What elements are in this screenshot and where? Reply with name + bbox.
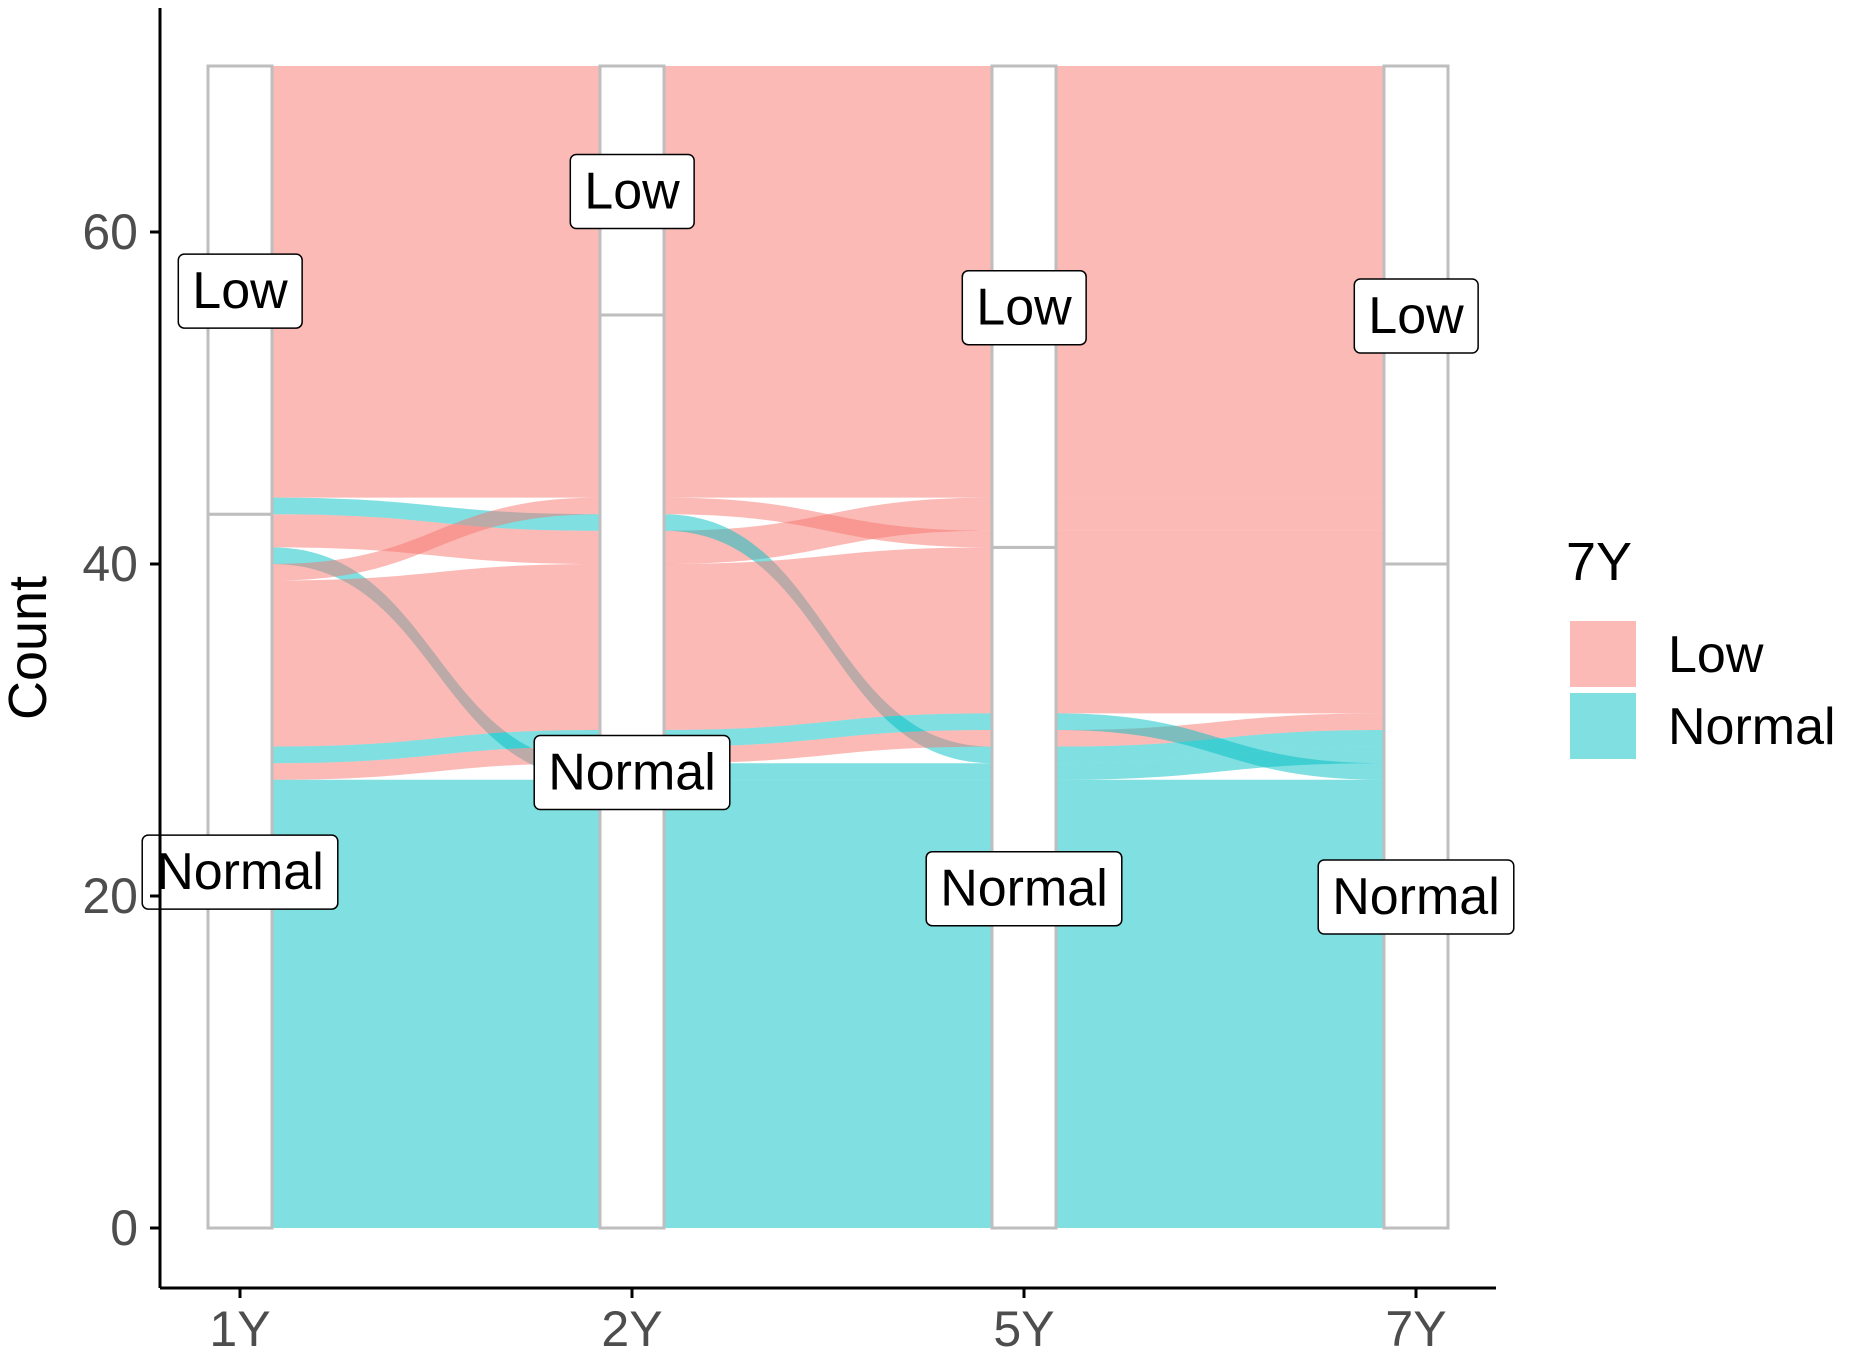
y-tick-label-20: 20: [82, 868, 138, 924]
x-tick-label-2y: 2Y: [601, 1301, 662, 1350]
stratum-label-text-5y-normal: Normal: [940, 860, 1108, 918]
legend-key-low: [1570, 621, 1636, 687]
stratum-label-box-2y-low: [569, 153, 695, 230]
flow-normal-normal-low-low-segment-2: [664, 547, 992, 730]
stratum-label-text-1y-normal: Normal: [156, 843, 324, 901]
x-tick-label-5y: 5Y: [993, 1301, 1054, 1350]
flow-normal-normal-low-low-segment-1: [272, 564, 600, 747]
stratum-label-box-2y-normal: [533, 734, 731, 811]
stratum-label-2y-low: Low: [569, 153, 695, 230]
flow-low-normal-low-low-segment-3: [1056, 497, 1384, 531]
stratum-label-box-5y-low: [961, 269, 1087, 346]
flow-normal-low-low-low-segment-1: [272, 497, 600, 581]
stratum-label-7y-normal: Normal: [1317, 859, 1515, 935]
stratum-label-text-2y-low: Low: [584, 163, 680, 221]
axes-layer: [158, 8, 1496, 1290]
legend: 7Y Low Normal: [1566, 532, 1836, 759]
flow-normal-normal-low-normal-segment-1: [272, 730, 600, 764]
y-tick-label-0: 0: [110, 1200, 138, 1256]
legend-key-normal: [1570, 693, 1636, 759]
stratum-label-text-2y-normal: Normal: [548, 744, 716, 802]
flow-normal-normal-normal-low-segment-3: [1056, 713, 1384, 747]
stratum-label-1y-low: Low: [177, 253, 303, 329]
y-tick-label-40: 40: [82, 536, 138, 592]
stratum-label-2y-normal: Normal: [533, 734, 731, 811]
stratum-label-5y-normal: Normal: [925, 850, 1123, 927]
stratum-label-text-7y-low: Low: [1368, 287, 1464, 345]
stratum-label-7y-low: Low: [1353, 278, 1479, 354]
flow-normal-normal-normal-low-segment-2: [664, 730, 992, 764]
stratum-label-box-5y-normal: [925, 850, 1123, 927]
flows-layer: [272, 66, 1384, 1228]
x-tick-label-1y: 1Y: [209, 1301, 270, 1350]
stratum-label-1y-normal: Normal: [141, 834, 339, 910]
flow-low-normal-normal-normal-segment-2: [664, 763, 992, 780]
legend-title: 7Y: [1566, 532, 1632, 592]
stratum-labels-layer: Normal Low Normal Low Normal Low Normal Low: [141, 153, 1515, 935]
stratum-label-box-7y-low: [1353, 278, 1479, 354]
stratum-label-text-1y-low: Low: [192, 262, 288, 320]
flow-low-low-low-low-segment-2: [664, 66, 992, 498]
flow-normal-normal-low-normal-segment-3: [1056, 713, 1384, 780]
y-axis-title: Count: [0, 576, 58, 720]
stratum-label-5y-low: Low: [961, 269, 1087, 346]
y-ticks-layer: 0 20 40 60: [82, 204, 160, 1256]
flow-normal-normal-normal-normal-segment-2: [664, 779, 992, 1228]
stratum-label-text-5y-low: Low: [976, 279, 1072, 337]
flow-normal-normal-normal-normal-segment-1: [272, 779, 600, 1228]
flow-normal-normal-normal-normal-segment-3: [1056, 779, 1384, 1228]
legend-label-normal: Normal: [1668, 698, 1836, 756]
x-tick-label-7y: 7Y: [1385, 1301, 1446, 1350]
flow-low-low-normal-normal-segment-1: [272, 497, 600, 531]
x-ticks-layer: 1Y 2Y 5Y 7Y: [209, 1288, 1447, 1350]
flow-normal-normal-low-normal-segment-2: [664, 713, 992, 747]
stratum-label-box-1y-low: [177, 253, 303, 329]
flow-low-normal-normal-normal-segment-3: [1056, 746, 1384, 780]
flow-normal-normal-low-low-segment-3: [1056, 547, 1384, 714]
y-tick-label-60: 60: [82, 204, 138, 260]
stratum-label-text-7y-normal: Normal: [1332, 868, 1500, 926]
stratum-label-box-1y-normal: [141, 834, 339, 910]
flow-low-low-low-low-segment-1: [272, 66, 600, 498]
flow-low-low-low-low-segment-3: [1056, 66, 1384, 498]
flow-normal-normal-normal-low-segment-1: [272, 746, 600, 780]
stratum-label-box-7y-normal: [1317, 859, 1515, 935]
legend-label-low: Low: [1668, 626, 1764, 684]
flow-normal-low-low-low-segment-3: [1056, 530, 1384, 548]
flow-normal-low-low-low-segment-2: [664, 497, 992, 548]
